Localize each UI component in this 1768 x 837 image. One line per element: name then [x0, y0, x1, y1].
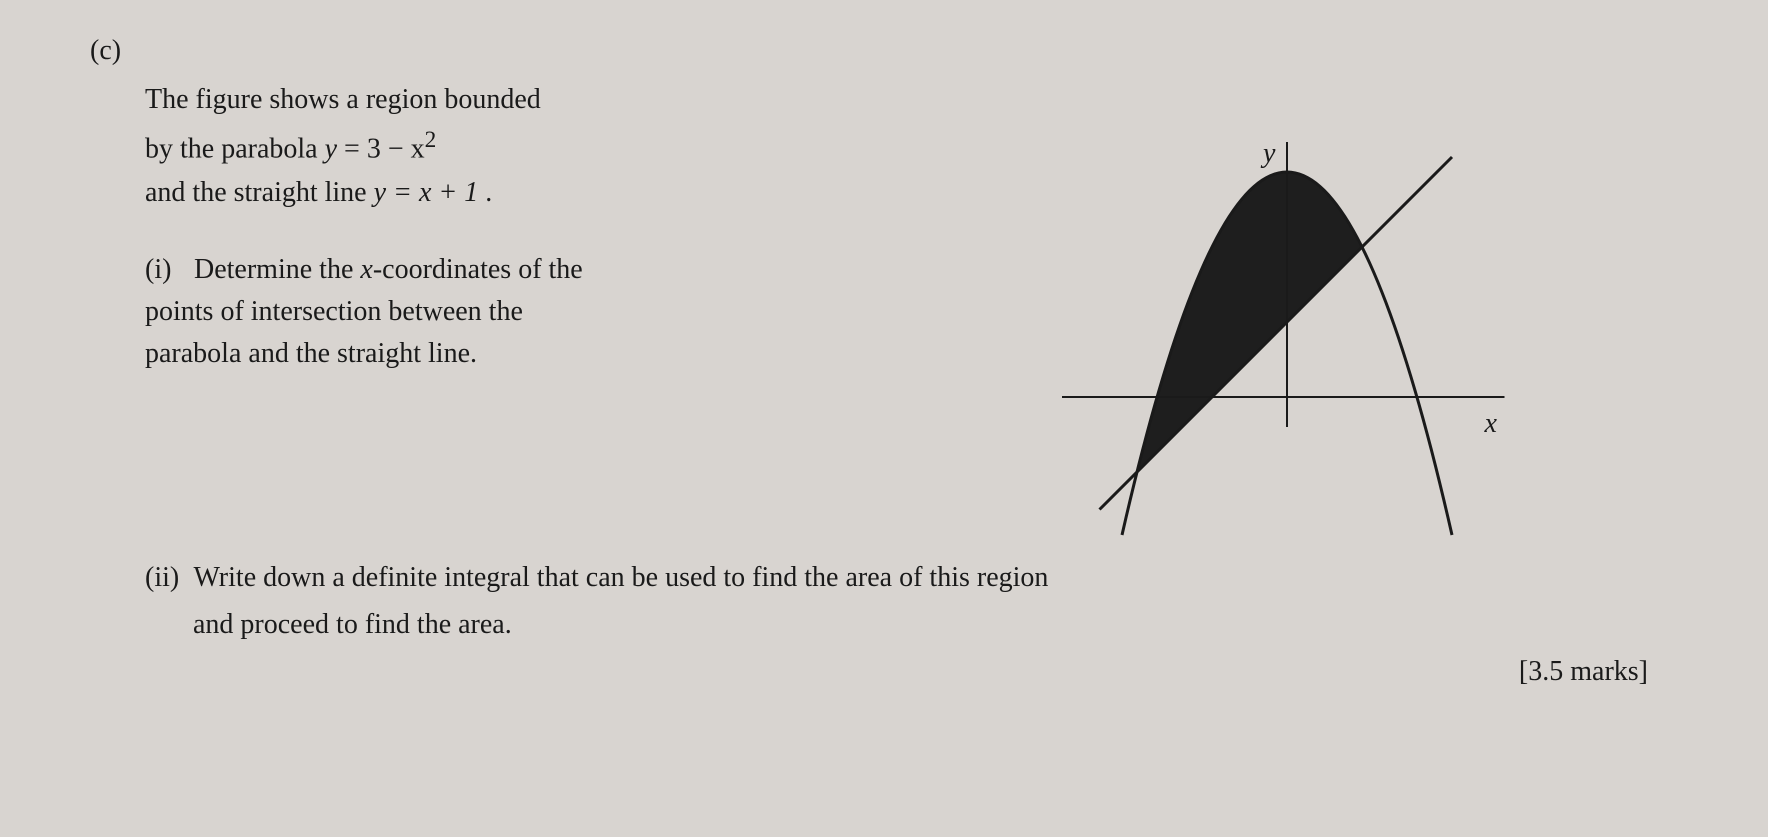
part-i: (i) Determine the x-coordinates of the p… [145, 249, 745, 375]
text-column: The figure shows a region bounded by the… [145, 77, 745, 537]
intro-line2-prefix: by the parabola [145, 133, 325, 164]
eq1-sup: 2 [425, 127, 437, 153]
svg-text:y: y [1260, 138, 1276, 169]
part-i-line1: (i) Determine the x-coordinates of the [145, 249, 745, 291]
part-i-line3: parabola and the straight line. [145, 333, 745, 375]
part-i-line2: points of intersection between the [145, 291, 745, 333]
intro-line3: and the straight line y = x + 1 . [145, 172, 745, 214]
figure-column: yx [785, 77, 1688, 537]
part-i-text1: Determine the [194, 254, 360, 285]
intro-line1: The figure shows a region bounded [145, 79, 745, 121]
part-i-text1-suffix: -coordinates of the [373, 254, 583, 285]
part-i-xvar: x [360, 254, 372, 285]
eq2-lhs: y [374, 177, 386, 208]
part-ii-line1: (ii) Write down a definite integral that… [145, 557, 1688, 599]
part-ii-line2: and proceed to find the area. [145, 604, 1688, 646]
question-label: (c) [80, 30, 1688, 72]
eq1-rhs-prefix: = 3 − x [337, 133, 425, 164]
intro-text: The figure shows a region bounded by the… [145, 79, 745, 214]
part-ii-label: (ii) [145, 557, 187, 599]
svg-text:x: x [1483, 408, 1497, 439]
intro-line2: by the parabola y = 3 − x2 [145, 123, 745, 170]
part-ii-wrapper: (ii) Write down a definite integral that… [80, 557, 1688, 693]
part-ii-text1: Write down a definite integral that can … [194, 562, 1049, 593]
intro-line3-prefix: and the straight line [145, 177, 374, 208]
eq2-suffix: . [478, 177, 492, 208]
eq2-rhs: = x + 1 [386, 177, 478, 208]
figure-diagram: yx [967, 77, 1507, 537]
eq1-lhs: y [325, 133, 337, 164]
marks: [3.5 marks] [145, 651, 1688, 693]
part-i-label: (i) [145, 249, 187, 291]
content-wrapper: The figure shows a region bounded by the… [80, 77, 1688, 537]
